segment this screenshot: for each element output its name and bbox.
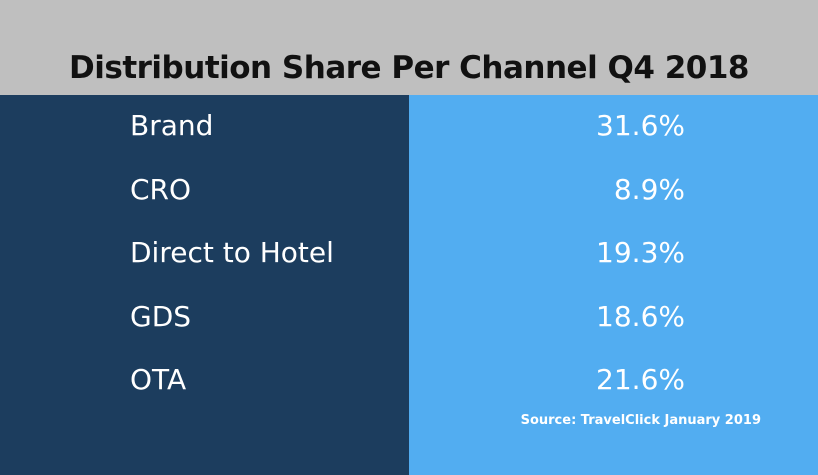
category-label: Brand	[130, 109, 214, 142]
value-panel	[409, 95, 818, 475]
category-label: CRO	[130, 173, 192, 206]
category-label: Direct to Hotel	[130, 236, 334, 269]
value-label: 8.9%	[613, 173, 685, 206]
title-bar: Distribution Share Per Channel Q4 2018	[0, 0, 818, 95]
chart-title: Distribution Share Per Channel Q4 2018	[69, 50, 749, 86]
category-label: OTA	[130, 363, 187, 396]
value-label: 31.6%	[596, 109, 685, 142]
category-label: GDS	[130, 300, 192, 333]
value-label: 18.6%	[596, 300, 685, 333]
source-note: Source: TravelClick January 2019	[520, 413, 761, 428]
value-label: 19.3%	[596, 236, 685, 269]
category-panel	[0, 95, 409, 475]
value-label: 21.6%	[596, 363, 685, 396]
